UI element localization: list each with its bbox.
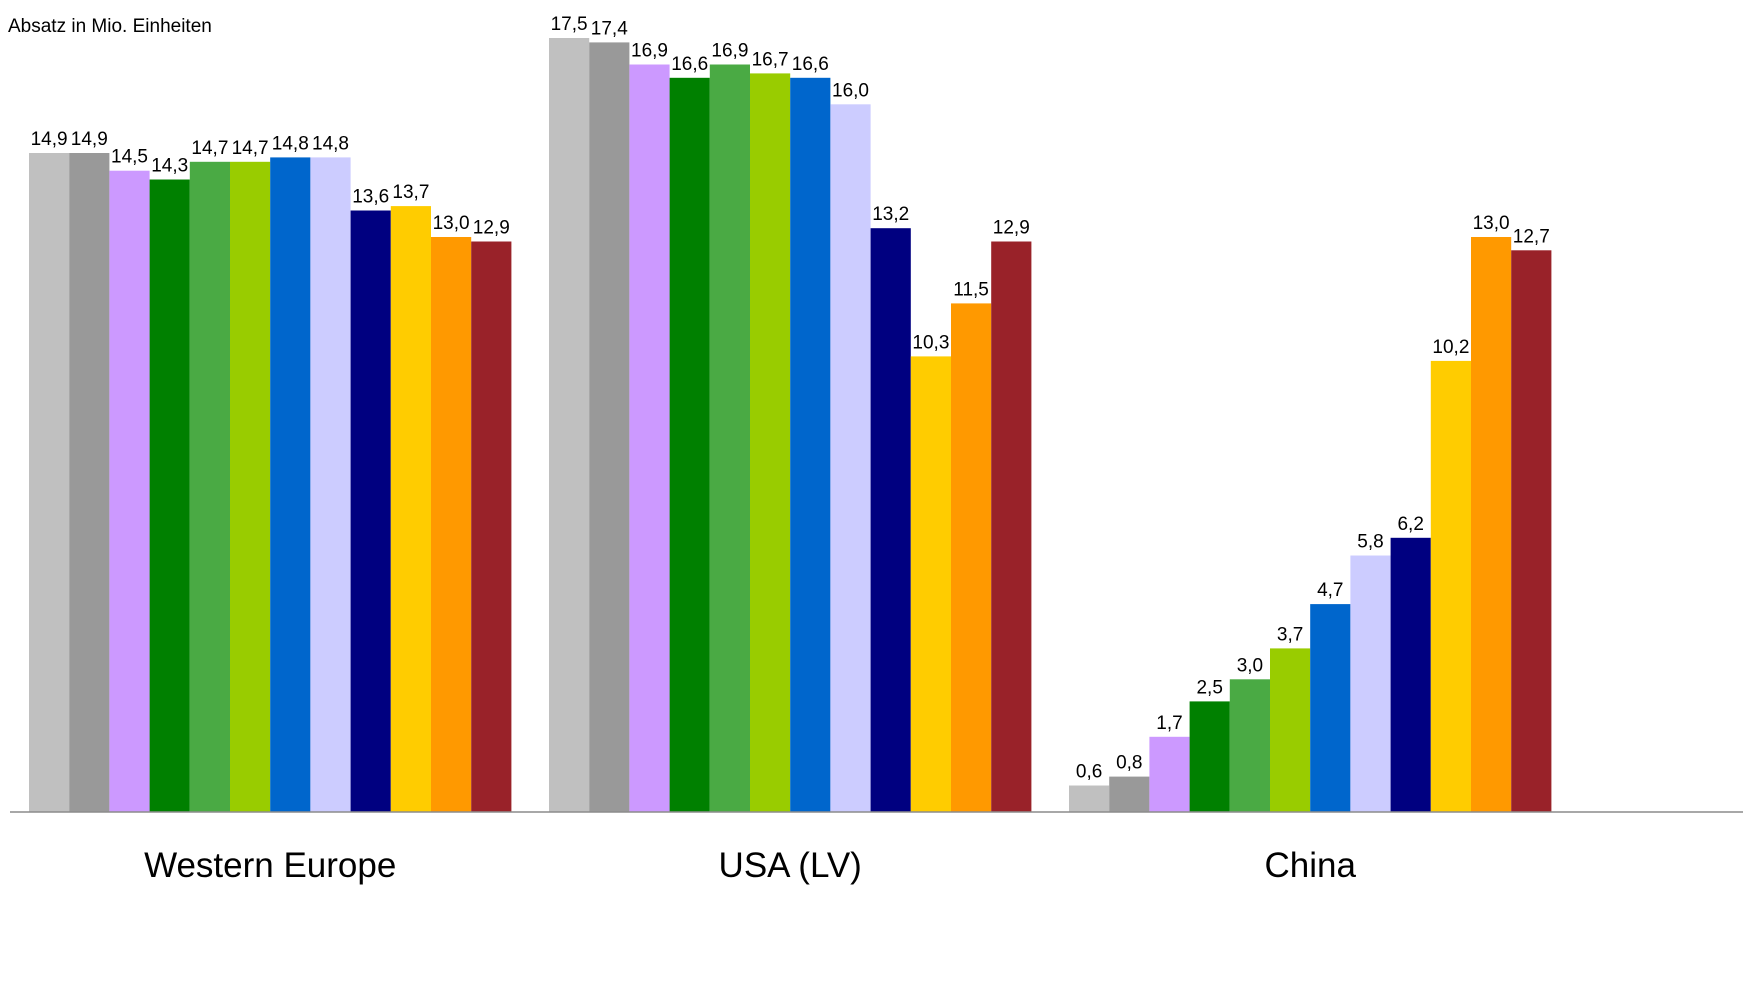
bar (910, 356, 951, 812)
bar (589, 42, 630, 812)
bar (830, 104, 871, 813)
data-label: 10,2 (1432, 337, 1469, 358)
bar (669, 77, 710, 813)
category-label: USA (LV) (719, 846, 862, 885)
bar (750, 73, 791, 812)
data-label: 14,5 (111, 147, 148, 168)
data-label: 14,3 (151, 156, 188, 177)
data-label: 16,6 (671, 54, 708, 75)
data-label: 11,5 (953, 279, 989, 300)
bar (790, 77, 831, 813)
data-label: 13,0 (433, 213, 470, 234)
data-label: 14,7 (191, 138, 228, 159)
bar (310, 157, 351, 812)
data-label: 16,0 (832, 80, 869, 101)
data-label: 2,5 (1196, 677, 1222, 698)
category-label: China (1264, 846, 1356, 885)
bar (1471, 237, 1512, 812)
bar (189, 161, 230, 813)
bar (1390, 537, 1431, 812)
data-label: 14,8 (312, 133, 349, 154)
bar (1310, 604, 1351, 812)
bar (1189, 701, 1230, 812)
bar (951, 303, 992, 812)
data-label: 13,2 (872, 204, 909, 225)
bar (870, 228, 911, 812)
data-label: 13,0 (1473, 213, 1510, 234)
data-label: 4,7 (1317, 580, 1343, 601)
bar (471, 241, 512, 812)
data-label: 14,7 (232, 138, 269, 159)
data-label: 1,7 (1156, 713, 1182, 734)
data-label: 16,9 (711, 41, 748, 62)
bar (270, 157, 311, 812)
bar (709, 64, 750, 812)
bar (1149, 736, 1190, 812)
bar (1229, 679, 1270, 812)
data-label: 6,2 (1397, 514, 1423, 535)
data-label: 13,6 (352, 187, 389, 208)
bar (1430, 360, 1471, 812)
data-label: 14,8 (272, 133, 309, 154)
y-axis-label: Absatz in Mio. Einheiten (8, 16, 212, 37)
data-label: 16,9 (631, 41, 668, 62)
bar (109, 170, 150, 812)
data-label: 0,6 (1076, 762, 1102, 783)
bar (1511, 250, 1552, 813)
bar (230, 161, 271, 813)
data-label: 3,7 (1277, 624, 1303, 645)
bar (390, 206, 431, 813)
bar (1109, 776, 1150, 812)
data-label: 12,7 (1513, 226, 1550, 247)
data-label: 16,6 (792, 54, 829, 75)
data-label: 12,9 (473, 218, 510, 239)
bar (1270, 648, 1311, 812)
bar (431, 237, 472, 812)
data-label: 5,8 (1357, 532, 1383, 553)
data-label: 12,9 (993, 218, 1030, 239)
data-label: 3,0 (1237, 655, 1263, 676)
bar (29, 153, 70, 812)
bar (1350, 555, 1391, 812)
data-label: 10,3 (912, 332, 949, 353)
bar (991, 241, 1032, 812)
bar (69, 153, 110, 812)
bar (350, 210, 391, 812)
data-label: 0,8 (1116, 753, 1142, 774)
data-label: 17,5 (551, 14, 588, 35)
data-label: 13,7 (392, 182, 429, 203)
bar (149, 179, 190, 812)
data-label: 14,9 (31, 129, 68, 150)
bar (629, 64, 670, 812)
bar (1069, 785, 1110, 812)
category-label: Western Europe (144, 846, 396, 885)
data-label: 17,4 (591, 18, 628, 39)
data-label: 16,7 (752, 49, 789, 70)
bar (549, 38, 590, 812)
data-label: 14,9 (71, 129, 108, 150)
